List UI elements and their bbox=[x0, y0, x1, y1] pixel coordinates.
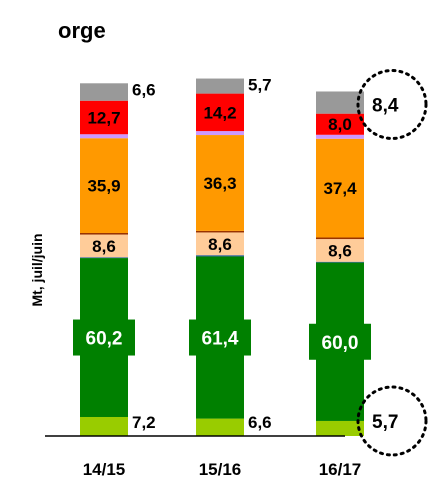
bar-segment-s5-14-15 bbox=[80, 232, 128, 235]
bars-group bbox=[80, 78, 364, 436]
data-label-s4: 8,6 bbox=[92, 237, 116, 256]
data-label-s8: 8,0 bbox=[328, 115, 352, 134]
data-label-s6: 37,4 bbox=[323, 179, 357, 198]
x-tick-label: 15/16 bbox=[199, 460, 242, 479]
bar-segment-s6-15-16 bbox=[196, 135, 244, 231]
data-label-s2: 61,4 bbox=[202, 329, 239, 350]
bar-segment-s3-14-15 bbox=[80, 257, 128, 259]
data-label-s9: 5,7 bbox=[248, 76, 272, 95]
data-label-s2: 60,2 bbox=[86, 329, 123, 350]
bar-segment-s4-14-15 bbox=[80, 234, 128, 258]
bar-segment-s5-16-17 bbox=[316, 237, 364, 240]
bar-segment-s9-14-15 bbox=[80, 83, 128, 101]
bar-segment-s4-16-17 bbox=[316, 239, 364, 262]
highlight-circle bbox=[356, 68, 428, 140]
bar-segment-s5-15-16 bbox=[196, 230, 244, 233]
bar-segment-s6-16-17 bbox=[316, 138, 364, 238]
bar-segment-s7-16-17 bbox=[316, 134, 364, 139]
data-label-s2: 60,0 bbox=[322, 333, 359, 354]
bar-segment-s9-16-17 bbox=[316, 91, 364, 114]
x-tick-labels: 14/15 15/16 16/17 bbox=[83, 460, 362, 479]
bar-segment-s6-14-15 bbox=[80, 138, 128, 233]
bar-segment-s7-14-15 bbox=[80, 134, 128, 139]
bar-segment-s1-15-16 bbox=[196, 418, 244, 436]
data-label-s6: 36,3 bbox=[203, 174, 236, 193]
data-label-s9: 6,6 bbox=[132, 80, 156, 99]
labels-group: 7,2 60,2 8,6 35,9 12,7 6,6 6,6 61,4 8,6 36,3 14,2 5… bbox=[73, 68, 428, 457]
bar-segment-s3-16-17 bbox=[316, 261, 364, 263]
bar-segment-s8-15-16 bbox=[196, 93, 244, 132]
data-label-badge-bg bbox=[73, 319, 135, 356]
bar-segment-s8-14-15 bbox=[80, 100, 128, 135]
data-label-s6: 35,9 bbox=[87, 177, 120, 196]
bar-segment-s1-16-17 bbox=[316, 420, 364, 436]
x-tick-label: 16/17 bbox=[319, 460, 362, 479]
bar-segment-s3-15-16 bbox=[196, 255, 244, 257]
chart-title: orge bbox=[58, 18, 106, 43]
data-label-s8: 14,2 bbox=[203, 103, 236, 122]
bar-segment-s9-15-16 bbox=[196, 78, 244, 94]
data-label-badge-bg bbox=[189, 319, 251, 356]
data-label-s4: 8,6 bbox=[208, 235, 232, 254]
y-axis-label: Mt, juil/juin bbox=[29, 233, 45, 306]
data-label-s1: 5,7 bbox=[372, 412, 398, 433]
bar-segment-s4-15-16 bbox=[196, 232, 244, 256]
bar-segment-s7-15-16 bbox=[196, 131, 244, 136]
data-label-s9: 8,4 bbox=[372, 95, 399, 116]
data-label-s4: 8,6 bbox=[328, 241, 352, 260]
data-label-s1: 6,6 bbox=[248, 413, 272, 432]
data-label-badge-bg bbox=[309, 323, 371, 360]
bar-segment-s8-16-17 bbox=[316, 113, 364, 135]
data-label-s8: 12,7 bbox=[87, 108, 120, 127]
x-tick-label: 14/15 bbox=[83, 460, 126, 479]
data-label-s1: 7,2 bbox=[132, 413, 156, 432]
highlight-circle bbox=[356, 385, 428, 457]
bar-segment-s1-14-15 bbox=[80, 416, 128, 436]
